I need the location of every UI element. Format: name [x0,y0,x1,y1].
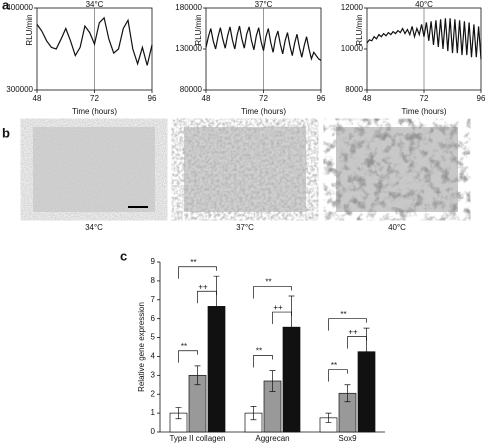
panel-label: c [120,248,127,263]
significance-bracket [197,290,217,304]
y-tick-label: 10000 [341,44,364,53]
x-tick-label: 96 [317,94,326,103]
x-tick-label: Aggrecan [255,434,289,443]
y-tick-label: 7 [151,295,156,304]
error-bar [363,327,370,376]
data-line [205,25,322,61]
significance-bracket [253,286,292,299]
y-tick-label: 180000 [175,3,202,12]
y-tick-label: 300000 [6,85,33,94]
y-tick-label: 8 [151,276,156,285]
significance-label: ** [340,310,346,319]
y-tick-label: 2 [151,389,156,398]
significance-bracket [272,311,292,325]
micrograph [336,127,458,212]
error-bar [175,407,182,420]
significance-label: ** [181,342,187,351]
data-line [366,18,482,60]
y-tick-label: 0 [151,427,156,436]
error-bar [213,275,220,337]
chart-title: 34°C [86,0,104,9]
panel-label: a [2,0,10,12]
error-bar [344,384,351,403]
x-tick-label: 48 [33,94,42,103]
y-axis-label: Relative gene expression [137,302,146,392]
significance-label: ** [190,258,196,267]
y-axis-label: RLU/min [355,14,364,45]
micrograph [184,127,306,212]
error-bar [194,365,201,386]
y-axis-label: RLU/min [194,14,203,45]
y-tick-label: 12000 [341,3,364,12]
error-bar [269,370,276,392]
chart-title: 40°C [415,0,433,9]
y-tick-label: 9 [151,257,156,266]
significance-bracket [178,350,198,363]
x-tick-label: 72 [90,94,99,103]
significance-bracket [328,369,348,382]
chart-title: 37°C [255,0,273,9]
panel-label: b [2,125,10,140]
y-tick-label: 130000 [175,44,202,53]
x-axis-label: Time (hours) [401,107,446,116]
error-bar [250,406,257,421]
error-bar [288,295,295,359]
significance-bracket [253,355,273,368]
x-tick-label: 96 [148,94,157,103]
x-axis-label: Time (hours) [72,107,117,116]
y-tick-label: 5 [151,333,156,342]
significance-label: ++ [198,282,208,291]
significance-label: ** [265,278,271,287]
significance-label: ** [256,347,262,356]
x-tick-label: 48 [363,94,372,103]
data-line [36,16,153,66]
error-bar [325,412,332,423]
y-tick-label: 6 [151,314,156,323]
y-axis-label: RLU/min [25,14,34,45]
y-tick-label: 4 [151,352,156,361]
significance-label: ++ [273,303,283,312]
significance-label: ++ [348,328,358,337]
x-tick-label: Sox9 [338,434,357,443]
significance-bracket [328,318,367,331]
y-tick-label: 80000 [180,85,203,94]
y-tick-label: 8000 [345,85,363,94]
significance-bracket [178,266,217,279]
y-tick-label: 1 [151,408,156,417]
image-caption: 40°C [388,223,406,232]
x-axis-label: Time (hours) [241,107,286,116]
x-tick-label: 72 [420,94,429,103]
x-tick-label: 96 [477,94,485,103]
significance-bracket [347,336,367,349]
image-caption: 37°C [236,223,254,232]
x-tick-label: 72 [259,94,268,103]
image-caption: 34°C [85,223,103,232]
micrograph [33,127,155,212]
y-tick-label: 3 [151,370,156,379]
significance-label: ** [331,361,337,370]
y-tick-label: 400000 [6,3,33,12]
x-tick-label: 48 [202,94,211,103]
x-tick-label: Type II collagen [169,434,225,443]
